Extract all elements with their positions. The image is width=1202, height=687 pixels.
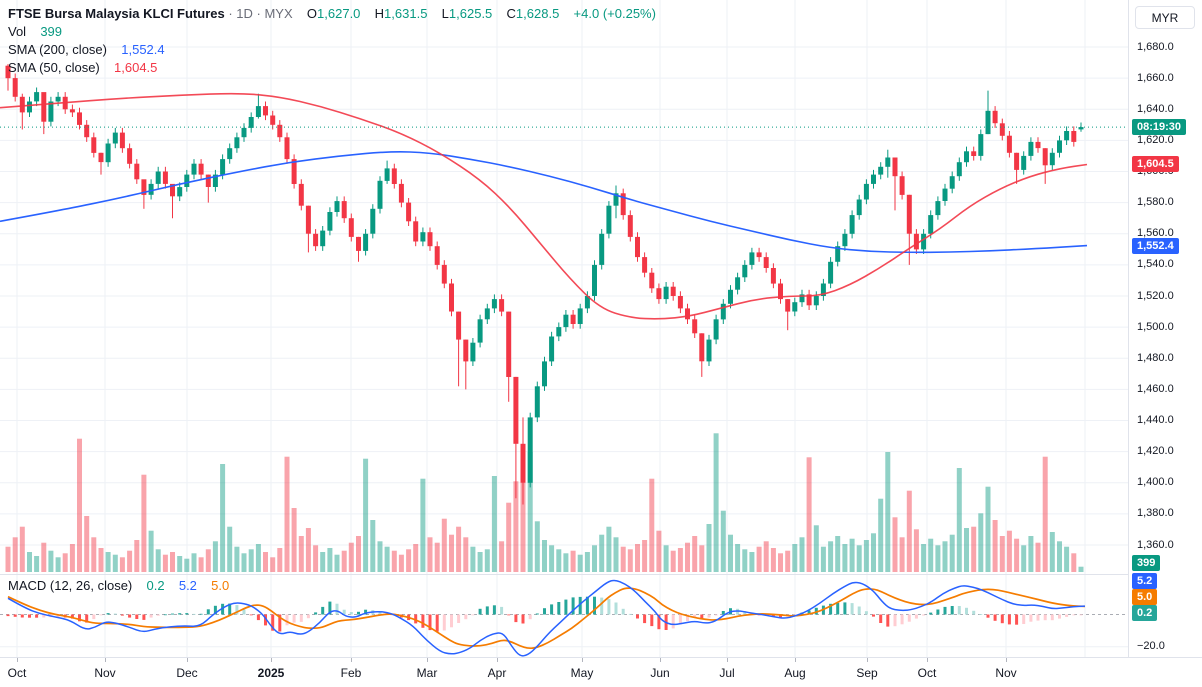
time-tick-label: Feb — [340, 666, 362, 680]
time-tick-mark — [927, 658, 928, 662]
time-tick-mark — [271, 658, 272, 662]
macd-line-badge: 5.2 — [1132, 573, 1158, 589]
price-tick-label: 1,480.0 — [1137, 351, 1174, 364]
symbol-meta: · 1D · MYX — [228, 6, 293, 21]
time-tick-mark — [497, 658, 498, 662]
price-tick-label: 1,380.0 — [1137, 507, 1174, 520]
time-axis[interactable]: Oct Nov Dec 2025 Feb Mar Apr May Jun Jul Aug Sep Oct… — [0, 657, 1202, 687]
price-tick-label: 1,640.0 — [1137, 102, 1174, 115]
change-value: +4.0 (+0.25%) — [573, 6, 656, 21]
time-tick-label: Nov — [94, 666, 116, 680]
time-tick-label: Jun — [650, 666, 670, 680]
time-tick-mark — [727, 658, 728, 662]
price-tick-label: 1,400.0 — [1137, 476, 1174, 489]
price-tick-label: 1,540.0 — [1137, 258, 1174, 271]
macd-hist-badge: 0.2 — [1132, 605, 1158, 621]
price-tick-label: 1,560.0 — [1137, 227, 1174, 240]
high-value: 1,631.5 — [384, 6, 428, 21]
low-value: 1,625.5 — [448, 6, 493, 21]
price-tick-label: 1,660.0 — [1137, 71, 1174, 84]
volume-legend[interactable]: Vol 399 — [8, 24, 63, 39]
time-tick-mark — [17, 658, 18, 662]
pane-separator[interactable] — [0, 574, 1202, 575]
sma200-price-badge: 1,552.4 — [1132, 238, 1179, 254]
macd-signal-badge: 5.0 — [1132, 589, 1158, 605]
time-tick-mark — [867, 658, 868, 662]
sma50-value: 1,604.5 — [114, 60, 158, 75]
price-tick-label: 1,420.0 — [1137, 445, 1174, 458]
time-tick-mark — [582, 658, 583, 662]
price-tick-label: 1,680.0 — [1137, 40, 1174, 53]
time-tick-mark — [1006, 658, 1007, 662]
open-value: 1,627.0 — [317, 6, 361, 21]
time-tick-mark — [660, 658, 661, 662]
price-axis[interactable]: MYR 1,680.01,660.01,640.01,620.01,600.01… — [1128, 0, 1202, 657]
price-tick-label: 1,520.0 — [1137, 289, 1174, 302]
time-tick-label: Dec — [176, 666, 198, 680]
time-tick-mark — [105, 658, 106, 662]
price-tick-label: 1,460.0 — [1137, 382, 1174, 395]
price-tick-label: 1,360.0 — [1137, 538, 1174, 551]
macd-hist-value: 0.2 — [146, 578, 165, 593]
close-value: 1,628.5 — [515, 6, 560, 21]
symbol-title[interactable]: FTSE Bursa Malaysia KLCI Futures — [8, 6, 225, 21]
time-tick-label: Oct — [917, 666, 937, 680]
price-tick-label: 1,620.0 — [1137, 133, 1174, 146]
price-tick-label: 1,500.0 — [1137, 320, 1174, 333]
time-tick-mark — [351, 658, 352, 662]
time-tick-mark — [427, 658, 428, 662]
time-tick-label: May — [570, 666, 594, 680]
macd-legend[interactable]: MACD (12, 26, close) 0.2 5.2 5.0 — [8, 578, 230, 593]
time-tick-label: Nov — [995, 666, 1017, 680]
chart-canvas[interactable]: FTSE Bursa Malaysia KLCI Futures · 1D · … — [0, 0, 1128, 657]
macd-signal-value: 5.0 — [211, 578, 230, 593]
time-tick-label: Jul — [719, 666, 735, 680]
price-tick-label: 1,580.0 — [1137, 196, 1174, 209]
sma200-value: 1,552.4 — [121, 42, 165, 57]
sma50-legend[interactable]: SMA (50, close) 1,604.5 — [8, 60, 158, 75]
time-tick-label: 2025 — [257, 666, 285, 680]
price-chart-svg[interactable] — [0, 0, 1128, 657]
countdown-badge: 08:19:30 — [1132, 119, 1187, 135]
volume-value: 399 — [40, 24, 63, 39]
time-tick-mark — [187, 658, 188, 662]
volume-badge: 399 — [1132, 555, 1161, 571]
symbol-legend[interactable]: FTSE Bursa Malaysia KLCI Futures · 1D · … — [8, 6, 656, 21]
time-tick-label: Oct — [7, 666, 27, 680]
currency-button[interactable]: MYR — [1135, 6, 1195, 29]
time-tick-label: Aug — [784, 666, 806, 680]
sma200-legend[interactable]: SMA (200, close) 1,552.4 — [8, 42, 165, 57]
price-tick-label: 1,440.0 — [1137, 414, 1174, 426]
sma50-price-badge: 1,604.5 — [1132, 156, 1179, 172]
time-tick-label: Apr — [487, 666, 507, 680]
macd-tick-label: −20.0 — [1137, 640, 1165, 653]
time-tick-label: Sep — [856, 666, 878, 680]
time-tick-label: Mar — [416, 666, 438, 680]
time-tick-mark — [795, 658, 796, 662]
macd-line-value: 5.2 — [178, 578, 197, 593]
